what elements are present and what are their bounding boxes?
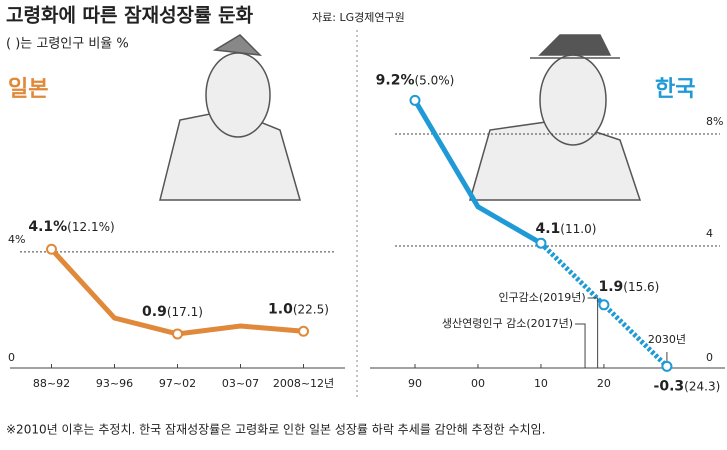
data-label: 1.0(22.5) bbox=[268, 301, 329, 317]
line bbox=[49, 247, 304, 337]
panel-title: 한국 bbox=[655, 77, 695, 102]
x-tick-label: 2008~12년 bbox=[273, 377, 334, 390]
value-label: 4.1 bbox=[535, 221, 560, 237]
x-tick-label: 90 bbox=[408, 377, 422, 390]
y-tick-label: 8% bbox=[706, 115, 723, 128]
point bbox=[661, 360, 673, 372]
footnote: ※2010년 이후는 추정치. 한국 잠재성장률은 고령화로 인한 일본 성장률… bbox=[6, 423, 545, 437]
y-tick-label: 4 bbox=[706, 227, 713, 240]
value-label: 1.9 bbox=[598, 279, 623, 295]
point bbox=[409, 94, 421, 106]
point bbox=[598, 299, 610, 311]
point bbox=[535, 237, 547, 249]
x-tick-label: 2030년 bbox=[648, 333, 686, 346]
illustration bbox=[159, 34, 642, 201]
annotation-leader bbox=[575, 323, 586, 368]
aged-label: (15.6) bbox=[623, 279, 659, 293]
x-tick-label: 00 bbox=[471, 377, 485, 390]
panel-title: 일본 bbox=[8, 77, 48, 102]
subtitle: ( )는 고령인구 비율 % bbox=[6, 37, 129, 52]
data-label: 4.1%(12.1%) bbox=[28, 219, 114, 235]
value-label: -0.3 bbox=[654, 378, 685, 394]
data-label: 4.1(11.0) bbox=[535, 221, 596, 237]
x-tick-label: 10 bbox=[534, 377, 548, 390]
value-label: 9.2% bbox=[376, 72, 415, 88]
source: 자료: LG경제연구원 bbox=[312, 11, 405, 24]
aged-label: (17.1) bbox=[167, 304, 203, 318]
annotation: 생산연령인구 감소(2017년) bbox=[442, 317, 573, 330]
point bbox=[298, 325, 309, 337]
value-label: 4.1% bbox=[28, 219, 67, 235]
line bbox=[412, 99, 543, 246]
x-tick-label: 03~07 bbox=[222, 377, 259, 390]
x-tick-label: 97~02 bbox=[159, 377, 196, 390]
annotation: 인구감소(2019년) bbox=[498, 291, 585, 304]
data-label: 0.9(17.1) bbox=[142, 304, 203, 320]
aged-label: (12.1%) bbox=[67, 220, 114, 234]
data-label: 9.2%(5.0%) bbox=[376, 72, 455, 88]
y-tick-label: 4% bbox=[8, 233, 25, 246]
y-tick-label: 0 bbox=[8, 351, 15, 364]
x-tick-label: 20 bbox=[597, 377, 611, 390]
point bbox=[46, 243, 57, 255]
aged-label: (22.5) bbox=[293, 302, 329, 316]
title: 고령화에 따른 잠재성장률 둔화 bbox=[6, 5, 254, 27]
point bbox=[172, 328, 183, 340]
value-label: 1.0 bbox=[268, 301, 293, 317]
value-label: 0.9 bbox=[142, 304, 167, 320]
annotation-leader bbox=[587, 297, 599, 368]
x-tick-label: 93~96 bbox=[96, 377, 133, 390]
x-tick-label: 88~92 bbox=[33, 377, 70, 390]
aged-label: (11.0) bbox=[560, 222, 596, 236]
data-label: -0.3(24.3) bbox=[654, 378, 721, 394]
data-label: 1.9(15.6) bbox=[598, 279, 659, 295]
line bbox=[539, 241, 669, 369]
y-tick-label: 0 bbox=[706, 351, 713, 364]
aged-label: (24.3) bbox=[684, 379, 720, 393]
aged-label: (5.0%) bbox=[414, 73, 454, 87]
